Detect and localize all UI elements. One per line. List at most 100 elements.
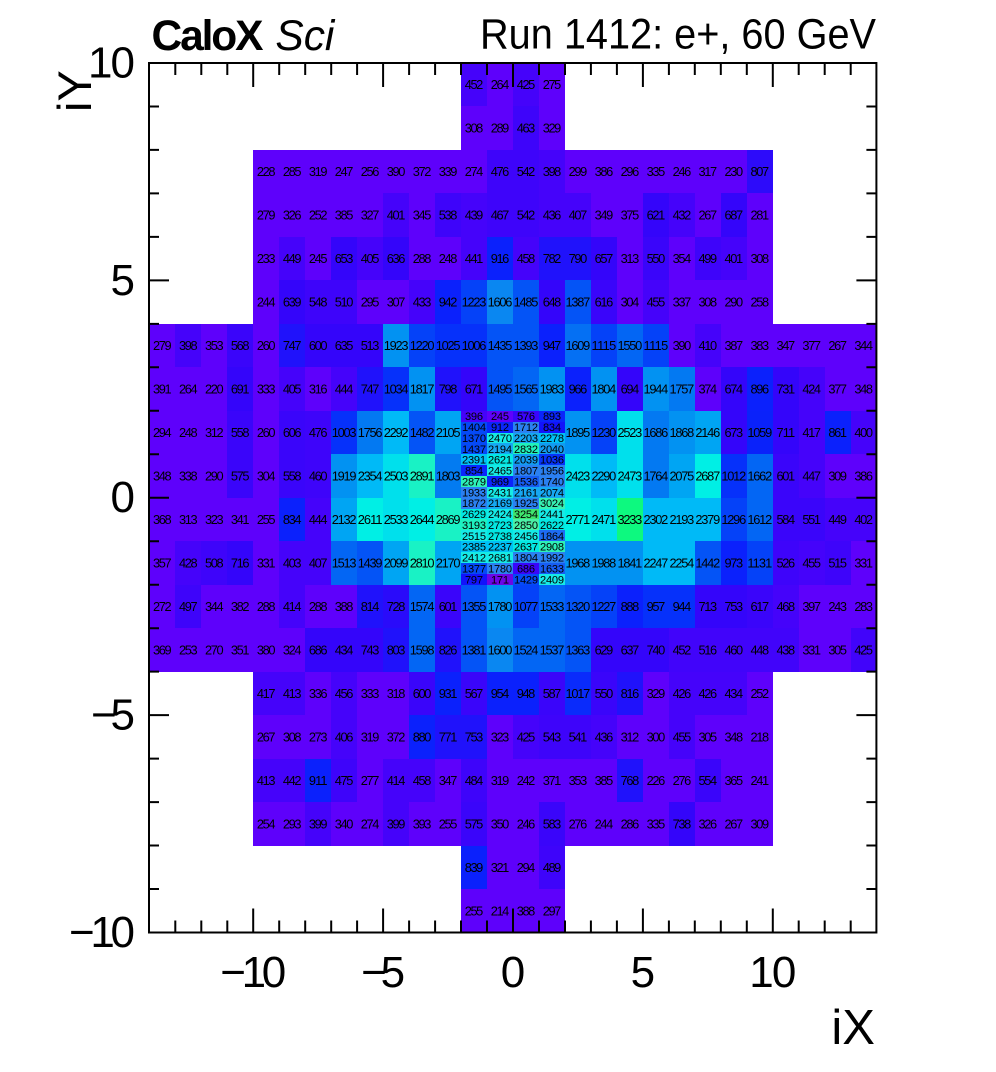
svg-text:944: 944 [673, 599, 692, 614]
svg-text:617: 617 [751, 599, 770, 614]
svg-text:2637: 2637 [514, 542, 538, 554]
svg-text:442: 442 [283, 773, 302, 788]
svg-text:1115: 1115 [644, 338, 669, 353]
svg-text:567: 567 [465, 686, 484, 701]
svg-text:2237: 2237 [488, 542, 512, 554]
svg-text:413: 413 [257, 773, 276, 788]
svg-text:543: 543 [543, 729, 562, 744]
svg-text:468: 468 [777, 599, 796, 614]
svg-text:260: 260 [257, 425, 276, 440]
svg-text:274: 274 [465, 164, 484, 179]
svg-text:2254: 2254 [670, 556, 695, 571]
svg-text:398: 398 [543, 164, 562, 179]
svg-text:1363: 1363 [566, 642, 591, 657]
svg-text:452: 452 [673, 642, 692, 657]
svg-text:460: 460 [309, 469, 328, 484]
svg-text:−5: −5 [361, 948, 405, 997]
svg-text:686: 686 [309, 642, 328, 657]
svg-text:324: 324 [283, 642, 302, 657]
svg-text:248: 248 [179, 425, 198, 440]
svg-text:601: 601 [777, 469, 796, 484]
svg-text:400: 400 [854, 425, 873, 440]
svg-text:1003: 1003 [332, 425, 357, 440]
svg-text:270: 270 [205, 642, 224, 657]
svg-text:1381: 1381 [462, 642, 487, 657]
svg-text:417: 417 [802, 425, 821, 440]
svg-text:337: 337 [673, 295, 692, 310]
svg-text:861: 861 [828, 425, 847, 440]
svg-text:2611: 2611 [358, 512, 383, 527]
svg-text:2771: 2771 [566, 512, 591, 527]
svg-text:390: 390 [673, 338, 692, 353]
svg-text:2423: 2423 [566, 469, 591, 484]
svg-text:341: 341 [231, 512, 250, 527]
svg-text:255: 255 [439, 816, 458, 831]
svg-text:1925: 1925 [514, 498, 538, 510]
svg-text:313: 313 [621, 251, 640, 266]
svg-text:738: 738 [673, 816, 692, 831]
svg-text:2040: 2040 [540, 444, 564, 456]
svg-text:771: 771 [439, 729, 458, 744]
svg-text:260: 260 [257, 338, 276, 353]
svg-text:1757: 1757 [670, 382, 695, 397]
svg-text:1006: 1006 [462, 338, 487, 353]
svg-text:398: 398 [179, 338, 198, 353]
svg-text:241: 241 [751, 773, 770, 788]
svg-text:374: 374 [699, 382, 718, 397]
svg-text:834: 834 [283, 512, 302, 527]
svg-text:267: 267 [725, 816, 744, 831]
svg-text:220: 220 [205, 382, 224, 397]
svg-text:463: 463 [517, 121, 536, 136]
svg-text:731: 731 [777, 382, 796, 397]
svg-text:5: 5 [631, 948, 655, 997]
svg-text:691: 691 [231, 382, 250, 397]
svg-text:252: 252 [309, 208, 328, 223]
svg-text:399: 399 [387, 816, 406, 831]
svg-text:510: 510 [335, 295, 354, 310]
svg-text:434: 434 [725, 686, 744, 701]
svg-text:331: 331 [854, 556, 873, 571]
svg-text:2515: 2515 [462, 531, 486, 543]
svg-text:348: 348 [854, 382, 873, 397]
svg-text:344: 344 [205, 599, 224, 614]
svg-text:405: 405 [283, 382, 302, 397]
svg-text:550: 550 [595, 686, 614, 701]
svg-text:653: 653 [335, 251, 354, 266]
svg-text:243: 243 [828, 599, 847, 614]
svg-text:973: 973 [725, 556, 744, 571]
svg-text:433: 433 [413, 295, 432, 310]
svg-text:2385: 2385 [462, 542, 486, 554]
svg-text:336: 336 [309, 686, 328, 701]
svg-text:648: 648 [543, 295, 562, 310]
svg-text:716: 716 [231, 556, 250, 571]
svg-text:372: 372 [413, 164, 432, 179]
svg-text:1804: 1804 [514, 553, 538, 565]
svg-text:621: 621 [647, 208, 666, 223]
svg-text:2105: 2105 [436, 425, 461, 440]
svg-text:319: 319 [309, 164, 328, 179]
svg-text:246: 246 [673, 164, 692, 179]
svg-text:2473: 2473 [618, 469, 643, 484]
svg-text:1662: 1662 [747, 469, 772, 484]
svg-text:424: 424 [802, 382, 821, 397]
svg-text:326: 326 [699, 816, 718, 831]
svg-text:2465: 2465 [488, 466, 512, 478]
svg-text:1533: 1533 [540, 599, 565, 614]
svg-text:406: 406 [335, 729, 354, 744]
svg-text:2441: 2441 [540, 509, 564, 521]
svg-text:2039: 2039 [514, 455, 538, 467]
svg-text:258: 258 [751, 295, 770, 310]
svg-text:541: 541 [569, 729, 588, 744]
svg-text:1220: 1220 [410, 338, 435, 353]
svg-text:285: 285 [283, 164, 302, 179]
svg-text:687: 687 [725, 208, 744, 223]
svg-text:728: 728 [387, 599, 406, 614]
svg-text:1223: 1223 [462, 295, 487, 310]
svg-text:290: 290 [205, 469, 224, 484]
svg-text:2302: 2302 [644, 512, 669, 527]
svg-text:912: 912 [491, 422, 509, 434]
svg-text:2533: 2533 [384, 512, 409, 527]
svg-text:319: 319 [491, 773, 510, 788]
svg-text:452: 452 [465, 77, 484, 92]
svg-text:2723: 2723 [488, 520, 512, 532]
